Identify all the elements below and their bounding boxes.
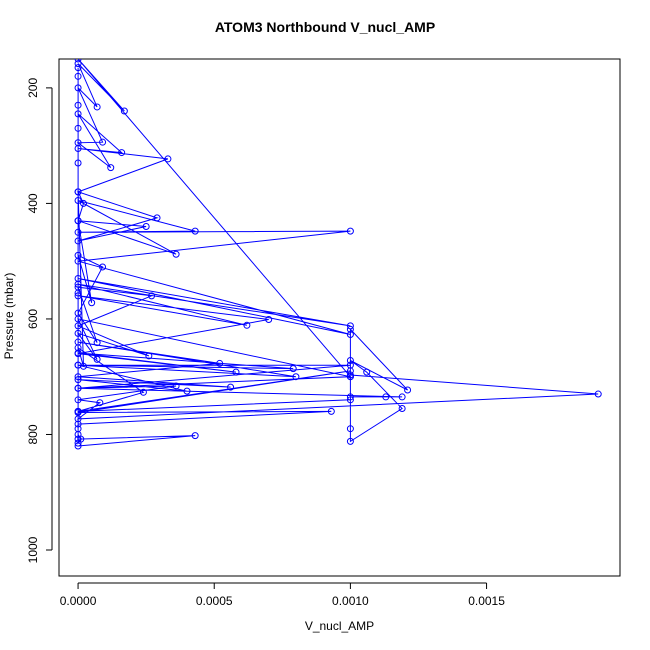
x-tick-label: 0.0005 [196,594,233,608]
data-point [74,442,82,450]
data-point [243,321,251,329]
data-point [99,138,107,146]
data-point [153,214,161,222]
data-point [74,59,82,63]
data-point [74,289,82,297]
data-point [363,368,371,376]
data-point [346,361,354,369]
data-point [404,386,412,394]
data-point [80,199,88,207]
data-point [93,339,101,347]
data-point [232,368,240,376]
y-tick-label: 400 [26,193,40,213]
data-point [346,357,354,365]
data-point [227,383,235,391]
data-point [74,344,82,352]
data-point [74,329,82,337]
plot-frame [58,58,621,577]
data-point [74,124,82,132]
x-tick-label: 0.0015 [468,594,505,608]
data-point [346,373,354,381]
x-tick-label: 0.0000 [60,594,97,608]
data-point [74,60,82,68]
data-point [107,164,115,172]
data-point [74,420,82,428]
y-tick-label: 1000 [26,536,40,563]
chart-title: ATOM3 Northbound V_nucl_AMP [214,19,436,35]
data-point [118,149,126,157]
data-point [74,373,82,381]
y-tick-label: 800 [26,424,40,444]
data-point [74,439,82,447]
data-point [93,355,101,363]
data-point [346,437,354,445]
data-point [346,227,354,235]
data-point [74,139,82,147]
data-point [74,64,82,72]
data-point [346,396,354,404]
data-point [74,275,82,283]
data-point [398,404,406,412]
data-point [74,384,82,392]
data-point [74,251,82,259]
data-point [346,325,354,333]
data-point [398,393,406,401]
data-point [346,331,354,339]
data-point [99,263,107,271]
data-point [172,250,180,258]
data-point [74,188,82,196]
data-point [74,110,82,118]
data-point [74,217,82,225]
x-axis: 0.0000 0.0005 0.0010 0.0015 [60,582,505,608]
data-point [120,107,128,115]
data-point [74,376,82,384]
data-point [172,382,180,390]
y-axis: 200 400 600 800 1000 [26,78,53,563]
data-point [216,359,224,367]
data-point [74,396,82,404]
series-layer [74,59,602,450]
data-point [88,299,96,307]
data-point [74,101,82,109]
data-point [327,407,335,415]
data-point [191,432,199,440]
data-point [289,365,297,373]
data-point [265,316,273,324]
data-point [74,407,82,415]
data-point [145,352,153,360]
data-point [80,362,88,370]
data-point [346,393,354,401]
data-point [346,322,354,330]
data-point [74,292,82,300]
y-tick-label: 600 [26,309,40,329]
data-point [74,237,82,245]
data-point [183,387,191,395]
data-point [93,103,101,111]
data-point [142,223,150,231]
x-axis-label: V_nucl_AMP [304,619,375,633]
data-point [382,393,390,401]
data-point [74,322,82,330]
data-point [292,373,300,381]
data-point [74,84,82,92]
data-point [594,390,602,398]
data-point [74,415,82,423]
data-point [191,227,199,235]
series-line [76,59,599,447]
data-point [148,292,156,300]
data-point [164,155,172,163]
data-point [96,399,104,407]
data-point [74,435,82,443]
x-tick-label: 0.0010 [332,594,369,608]
data-point [139,388,147,396]
data-point [74,159,82,167]
data-point [346,425,354,433]
data-point [74,72,82,80]
y-tick-label: 200 [26,78,40,98]
data-point [74,228,82,236]
data-point [74,309,82,317]
data-point [74,197,82,205]
